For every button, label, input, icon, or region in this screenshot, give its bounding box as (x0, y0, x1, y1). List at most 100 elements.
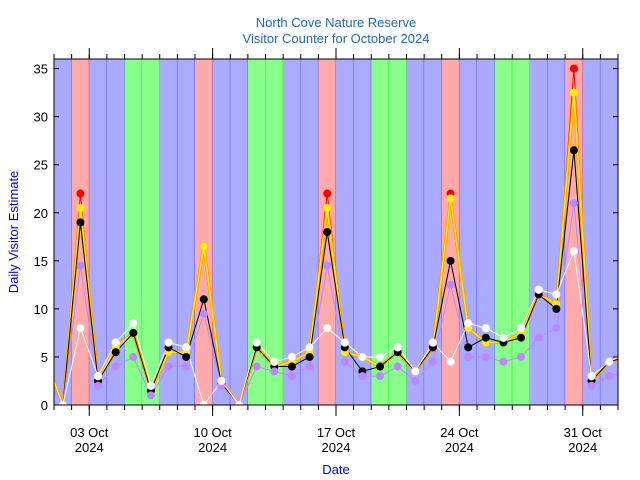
data-point-purple (569, 199, 578, 208)
x-tick-year-label: 2024 (445, 440, 474, 455)
y-tick-label: 15 (34, 254, 48, 269)
weekend-band (371, 59, 389, 405)
x-tick-label: 10 Oct (193, 425, 232, 440)
data-point-white (111, 338, 120, 347)
data-point-black (182, 352, 191, 361)
data-point-white (604, 357, 614, 366)
weekday-band (600, 59, 618, 405)
data-point-purple (623, 367, 631, 375)
data-point-purple (287, 372, 296, 381)
data-point-purple (129, 352, 138, 361)
data-point-white (164, 338, 173, 347)
data-point-white (270, 357, 279, 366)
data-point-white (322, 323, 332, 333)
data-point-purple (517, 352, 526, 361)
data-point-purple (340, 357, 349, 366)
x-axis-label: Date (322, 462, 349, 477)
data-point-purple (428, 357, 437, 366)
data-point-white (234, 400, 244, 405)
data-point-white (199, 400, 209, 405)
data-point-white (358, 352, 367, 362)
y-tick-label: 5 (41, 350, 48, 365)
y-axis-label: Daily Visitor Estimate (6, 171, 21, 294)
data-point-white (569, 246, 579, 256)
data-point-white (305, 343, 314, 352)
data-point-purple (41, 372, 49, 380)
data-point-purple (76, 261, 85, 270)
data-point-white (58, 400, 68, 405)
y-tick-label: 0 (41, 398, 48, 413)
weekday-band (582, 59, 601, 405)
weekday-band (353, 59, 372, 405)
data-point-purple (534, 333, 543, 342)
data-point-white (499, 333, 508, 342)
data-point-purple (146, 391, 155, 400)
plot-series (41, 64, 631, 405)
data-point-red (323, 189, 332, 198)
data-point-white (252, 338, 261, 347)
weekend-band (494, 59, 513, 405)
data-point-white (463, 319, 473, 328)
series-line-purple (54, 203, 618, 405)
data-point-purple (481, 352, 490, 361)
data-point-purple (305, 362, 314, 371)
data-point-white (181, 343, 191, 352)
data-point-black (323, 228, 332, 236)
series-line-black (54, 150, 618, 405)
data-point-purple (411, 376, 420, 385)
chart-title: North Cove Nature Reserve (256, 15, 416, 30)
data-point-purple (199, 309, 208, 318)
x-tick-year-label: 2024 (75, 440, 104, 455)
data-point-purple (111, 362, 120, 371)
data-point-purple (464, 352, 473, 361)
data-point-black (305, 352, 314, 361)
weekday-band (54, 59, 72, 405)
x-tick-label: 24 Oct (440, 425, 479, 440)
data-point-yellow (76, 203, 85, 212)
data-point-purple (94, 381, 103, 390)
weekday-band (477, 59, 495, 405)
data-point-black (552, 304, 561, 313)
data-point-purple (182, 362, 191, 371)
x-tick-year-label: 2024 (568, 440, 597, 455)
weekend-band (388, 59, 407, 405)
data-point-white (146, 381, 156, 391)
weekend-band (247, 59, 266, 405)
weekday-band (212, 59, 231, 405)
data-point-white (516, 323, 526, 333)
data-point-white (552, 290, 561, 299)
data-point-white (375, 352, 385, 362)
data-point-white (587, 371, 596, 381)
data-point-purple (393, 362, 402, 371)
data-point-red (623, 353, 631, 361)
data-point-red (569, 64, 578, 73)
y-tick-label: 10 (34, 302, 48, 317)
weekday-band (529, 59, 548, 405)
data-point-yellow (623, 353, 631, 361)
y-tick-label: 20 (34, 206, 48, 221)
data-point-yellow (199, 242, 208, 251)
data-point-yellow (569, 88, 578, 97)
data-point-white (481, 323, 491, 333)
data-point-purple (605, 372, 614, 381)
data-point-purple (587, 381, 596, 390)
data-point-black (199, 295, 208, 304)
data-point-white (287, 352, 297, 362)
y-tick-label: 25 (34, 158, 48, 173)
weekend-band (142, 59, 160, 405)
data-point-white (428, 338, 438, 347)
data-point-black (376, 362, 385, 371)
data-point-black (129, 328, 138, 337)
data-point-purple (323, 261, 332, 270)
y-tick-label: 35 (34, 62, 48, 77)
data-point-purple (499, 357, 508, 366)
x-tick-label: 31 Oct (564, 425, 603, 440)
y-axis: 0 5 10 15 20 25 30 35 (34, 62, 618, 413)
data-point-black (446, 256, 455, 265)
x-tick-label: 17 Oct (317, 425, 356, 440)
data-point-white (76, 323, 85, 333)
data-point-yellow (446, 194, 455, 203)
data-point-black (517, 333, 526, 342)
data-point-black (111, 348, 120, 357)
